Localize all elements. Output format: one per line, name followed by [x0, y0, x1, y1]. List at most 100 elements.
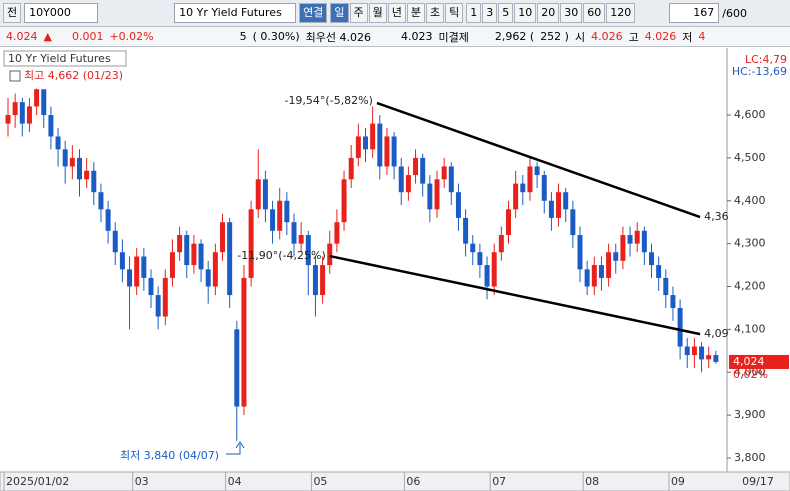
period-button[interactable]: 주 [349, 3, 368, 23]
y-tick-label: 4,600 [734, 108, 766, 121]
candle-body [112, 230, 118, 253]
candle-body [477, 252, 483, 266]
price-pct: 0,02% [733, 368, 768, 381]
candle-body [691, 346, 697, 356]
candle-body [355, 136, 361, 158]
period-button[interactable]: 3 [482, 3, 498, 23]
period-button[interactable]: 분 [406, 3, 425, 23]
candle-body [448, 166, 454, 193]
candle-body [41, 89, 47, 116]
count[interactable]: 167 [669, 3, 720, 23]
candle-body [262, 179, 268, 210]
candle-body [370, 123, 376, 150]
candle-body [334, 222, 340, 244]
low-arrow [226, 441, 245, 455]
candle-body [234, 329, 240, 407]
candle-body [598, 265, 604, 278]
candle-body [491, 252, 497, 287]
candle-body [155, 295, 161, 317]
candle-body [663, 277, 669, 296]
high-note: 최고 4,662 (01/23) [24, 69, 123, 82]
candle-body [291, 222, 297, 244]
y-tick-label: 4,300 [734, 237, 766, 250]
name: 10 Yr Yield Futures [174, 3, 297, 23]
candle-body [284, 200, 290, 223]
oi-label: 미결제 [438, 30, 469, 44]
code[interactable]: 10Y000 [24, 3, 99, 23]
candle-body [377, 123, 383, 167]
period-button[interactable]: 일 [330, 3, 349, 23]
candle-body [248, 209, 254, 278]
x-tick-label: 08 [585, 475, 599, 488]
candle-body [48, 115, 54, 137]
change: 0.001 [71, 30, 104, 43]
candle-body [699, 346, 705, 360]
last-date: 09/17 [742, 475, 774, 488]
period-button[interactable]: 10 [514, 3, 537, 23]
trendline-label: -19,54°(-5,82%) [284, 94, 372, 107]
period-button[interactable]: 20 [537, 3, 560, 23]
candle-body [413, 157, 419, 176]
pct: +0.02% [109, 30, 154, 43]
candle-body [98, 192, 104, 210]
candle-body [391, 136, 397, 167]
candle-body [484, 265, 490, 287]
candle-body [591, 265, 597, 287]
candle-body [255, 179, 261, 210]
date-axis [0, 471, 790, 491]
y-tick-label: 4,100 [734, 322, 766, 335]
candle-body [105, 209, 111, 231]
period-button[interactable]: 120 [606, 3, 636, 23]
candle-body [77, 157, 82, 180]
candle-body [420, 157, 426, 184]
link[interactable]: 연결 [299, 3, 328, 23]
candle-body [212, 252, 218, 287]
period-button[interactable]: 초 [426, 3, 445, 23]
candle-body [55, 136, 61, 150]
candle-body [227, 222, 233, 296]
candle-body [84, 170, 90, 180]
candle-body [69, 157, 75, 167]
candle-body [534, 166, 540, 176]
candle-body [670, 295, 676, 308]
trendline-end-label: 4,09 [704, 327, 729, 340]
oi-chg: 252 ) [540, 30, 569, 43]
candle-body [277, 200, 283, 231]
period-button[interactable]: 년 [387, 3, 406, 23]
candle-body [498, 235, 504, 253]
chart: 10 Yr Yield Futures 최고 4,662 (01/23) 최저 … [0, 48, 790, 491]
candle-body [119, 252, 125, 270]
period-button[interactable]: 5 [498, 3, 514, 23]
x-tick-label: 2025/01/02 [6, 475, 69, 488]
candle-body [677, 307, 683, 347]
quote-row: 4.024 ▲ 0.001 +0.02% 5 ( 0.30%) 최우선 4.02… [0, 27, 790, 47]
candle-body [613, 252, 619, 261]
vol-pct: ( 0.30%) [252, 30, 300, 43]
candle-body [606, 252, 612, 278]
open-label: 시 [574, 30, 586, 44]
candle-body [706, 355, 712, 360]
candle-body [341, 179, 347, 223]
candle-body [12, 102, 18, 116]
period-button[interactable]: 월 [368, 3, 387, 23]
candle-body [541, 175, 547, 201]
period-button[interactable]: 틱 [445, 3, 464, 23]
candle-body [298, 235, 304, 244]
x-tick-label: 04 [228, 475, 242, 488]
max: /600 [722, 6, 747, 20]
candle-body [405, 175, 411, 193]
candle-body [205, 269, 211, 287]
candle-body [148, 277, 154, 296]
period-button[interactable]: 60 [583, 3, 606, 23]
candle-body [684, 346, 690, 356]
y-tick-label: 3,800 [734, 451, 766, 464]
candle-body [220, 222, 225, 253]
period-button[interactable]: 30 [560, 3, 583, 23]
tab[interactable]: 전 [3, 3, 22, 23]
candle-body [641, 230, 647, 253]
period-button[interactable]: 1 [466, 3, 482, 23]
candle-body [398, 166, 404, 193]
candle-body [327, 243, 333, 266]
trendline-label: -11,90°(-4,25%) [237, 249, 325, 262]
